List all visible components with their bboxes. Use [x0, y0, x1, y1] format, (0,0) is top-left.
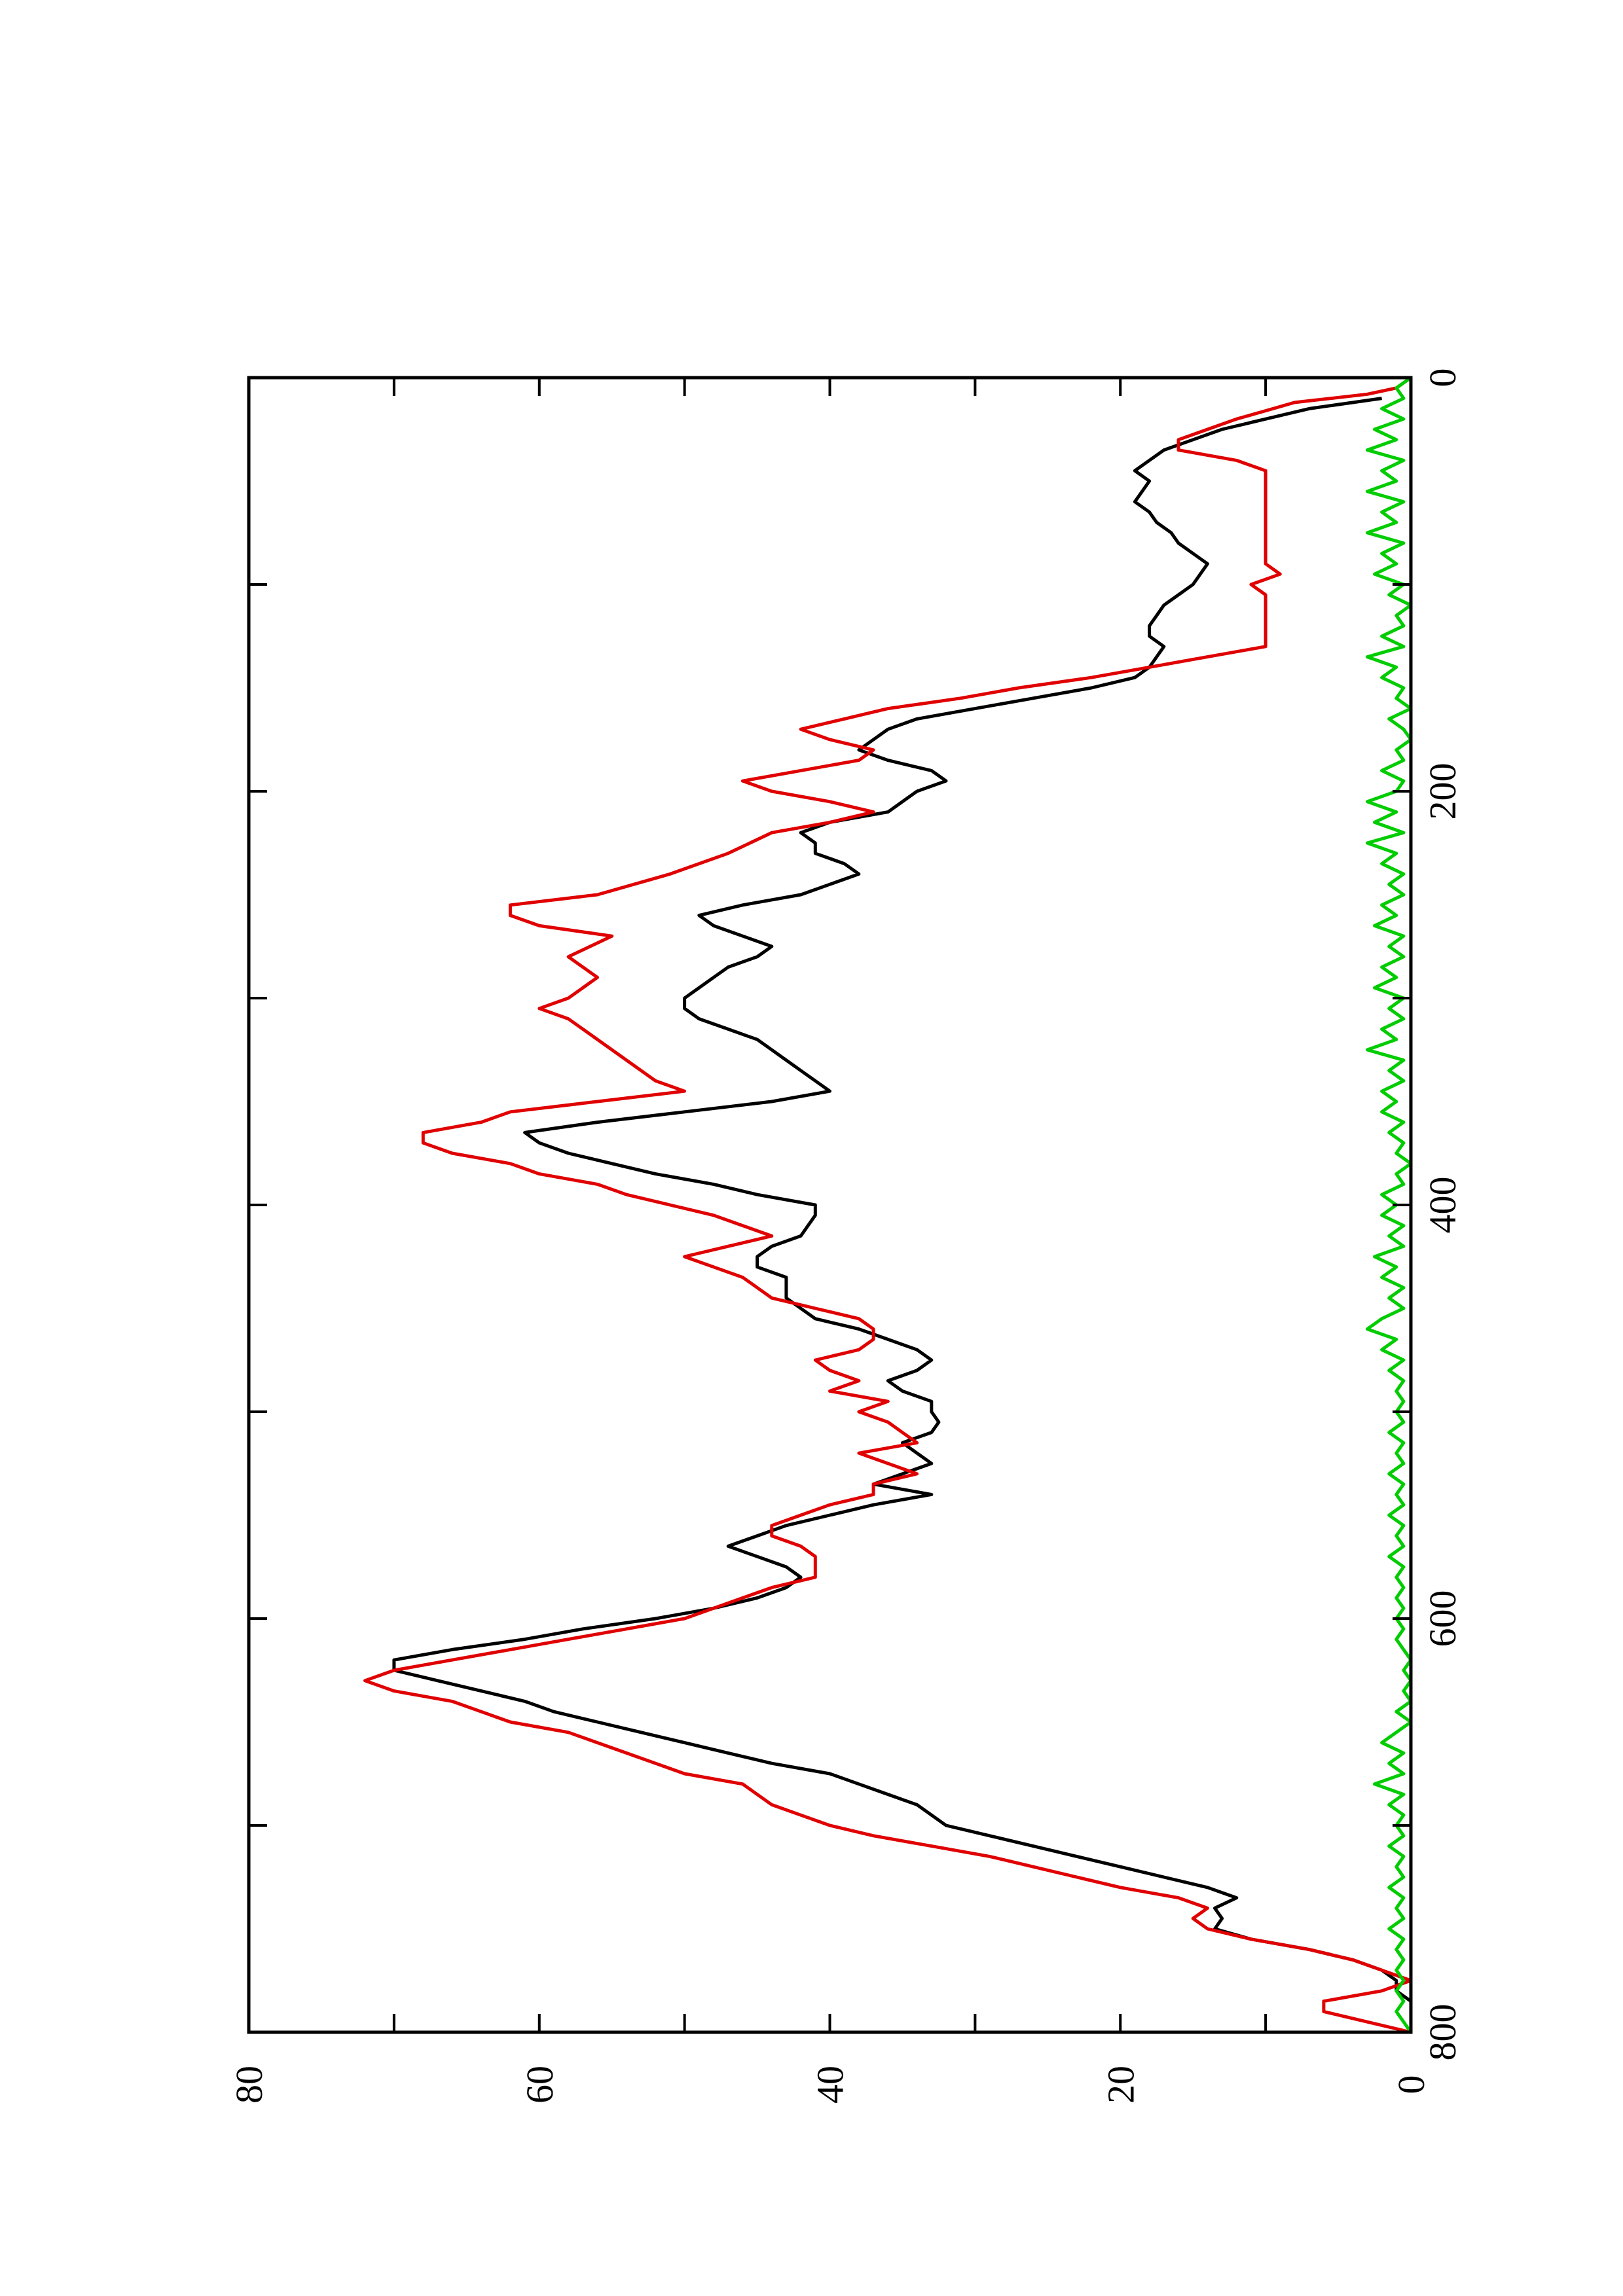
tick-label-layer: 0 200 400 600 800 0 20 40 60 80: [228, 368, 1464, 2104]
series-line-1: [392, 397, 1412, 2003]
y-tick-label: 80: [228, 2066, 270, 2104]
series-line-2: [363, 376, 1413, 2034]
x-tick-label: 800: [1421, 2004, 1464, 2061]
y-tick-label: 60: [519, 2066, 561, 2104]
y-tick-label: 40: [809, 2066, 852, 2104]
y-tick-label: 0: [1390, 2075, 1432, 2094]
plot-frame: [247, 376, 1413, 2034]
tick-layer: [247, 376, 1412, 2034]
x-tick-label: 400: [1421, 1177, 1464, 1234]
x-tick-label: 0: [1421, 368, 1464, 387]
x-tick-label: 200: [1421, 763, 1464, 820]
x-tick-label: 600: [1421, 1590, 1464, 1647]
series-layer: [363, 376, 1413, 2034]
y-tick-label: 20: [1099, 2066, 1142, 2104]
